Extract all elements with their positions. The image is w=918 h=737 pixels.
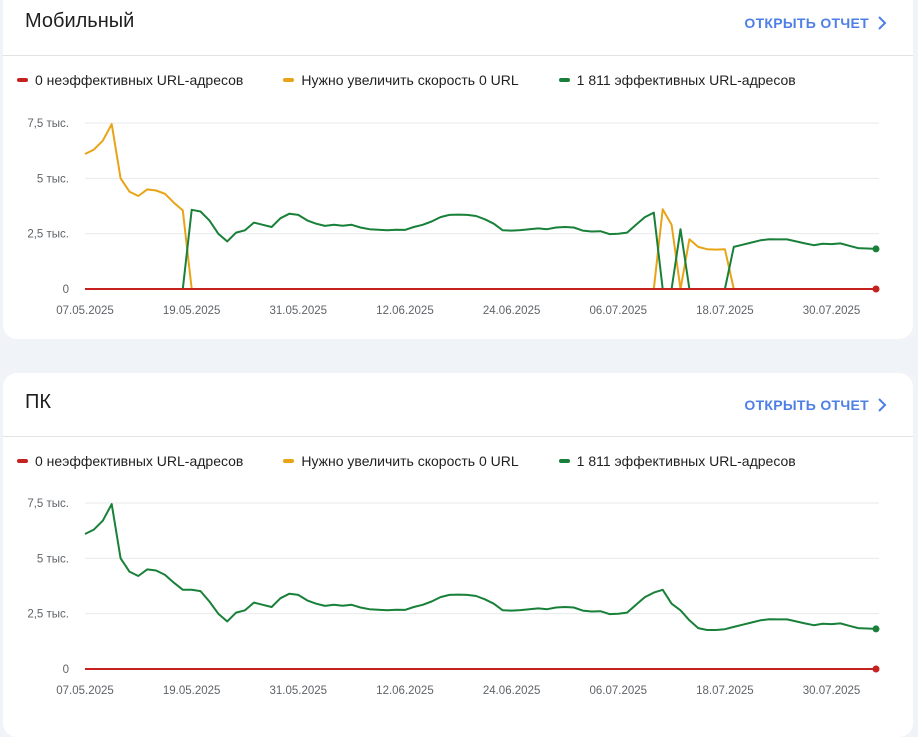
series-line <box>85 208 877 290</box>
open-report-label: ОТКРЫТЬ ОТЧЕТ <box>744 15 869 31</box>
open-report-link[interactable]: ОТКРЫТЬ ОТЧЕТ <box>744 397 887 413</box>
chart-legend: 0 неэффективных URL-адресов Нужно увелич… <box>17 72 836 88</box>
legend-label: 0 неэффективных URL-адресов <box>35 72 244 88</box>
series-line <box>84 123 743 290</box>
card-header: Мобильный ОТКРЫТЬ ОТЧЕТ <box>3 0 913 56</box>
x-tick-label: 07.05.2025 <box>56 685 114 697</box>
legend-swatch <box>17 459 28 463</box>
open-report-link[interactable]: ОТКРЫТЬ ОТЧЕТ <box>744 15 887 31</box>
y-tick-label: 7,5 тыс. <box>27 118 69 130</box>
chart-legend: 0 неэффективных URL-адресов Нужно увелич… <box>17 453 836 469</box>
series-line <box>84 503 877 631</box>
x-tick-label: 06.07.2025 <box>589 305 647 317</box>
legend-label: 1 811 эффективных URL-адресов <box>576 72 796 88</box>
legend-swatch <box>283 459 295 463</box>
series-end-point <box>872 285 880 293</box>
card-title: Мобильный <box>25 10 135 32</box>
x-tick-label: 31.05.2025 <box>270 305 328 317</box>
x-tick-label: 18.07.2025 <box>696 685 754 697</box>
series-end-point <box>872 245 880 253</box>
pc-card: ПК ОТКРЫТЬ ОТЧЕТ 0 неэффективных URL-адр… <box>3 373 913 737</box>
chevron-right-icon <box>878 16 887 30</box>
x-tick-label: 24.06.2025 <box>483 685 541 697</box>
y-tick-label: 5 тыс. <box>37 173 69 185</box>
legend-item-needs-improvement[interactable]: Нужно увеличить скорость 0 URL <box>283 453 519 469</box>
legend-swatch <box>283 78 295 82</box>
mobile-card: Мобильный ОТКРЫТЬ ОТЧЕТ 0 неэффективных … <box>3 0 913 339</box>
legend-item-needs-improvement[interactable]: Нужно увеличить скорость 0 URL <box>283 72 519 88</box>
y-tick-label: 2,5 тыс. <box>27 229 69 241</box>
legend-item-poor[interactable]: 0 неэффективных URL-адресов <box>17 72 243 88</box>
x-tick-label: 30.07.2025 <box>803 685 861 697</box>
series-end-point <box>872 625 880 633</box>
legend-swatch <box>17 78 28 82</box>
x-tick-label: 30.07.2025 <box>803 305 861 317</box>
card-header: ПК ОТКРЫТЬ ОТЧЕТ <box>3 373 913 437</box>
x-tick-label: 24.06.2025 <box>483 305 541 317</box>
line-chart-mobile: 7,5 тыс. 5 тыс. 2,5 тыс. 0 07.05.2025 19.05.2… <box>27 118 880 317</box>
legend-swatch <box>558 78 570 82</box>
open-report-label: ОТКРЫТЬ ОТЧЕТ <box>744 397 869 413</box>
x-tick-label: 12.06.2025 <box>376 305 434 317</box>
y-tick-label: 0 <box>63 284 69 296</box>
legend-swatch <box>558 459 570 463</box>
legend-item-good[interactable]: 1 811 эффективных URL-адресов <box>558 72 796 88</box>
x-tick-label: 06.07.2025 <box>589 685 647 697</box>
x-tick-label: 18.07.2025 <box>696 305 754 317</box>
series-end-point <box>872 665 880 673</box>
card-title: ПК <box>25 391 52 413</box>
legend-label: 1 811 эффективных URL-адресов <box>576 453 796 469</box>
x-tick-label: 31.05.2025 <box>270 685 328 697</box>
legend-item-good[interactable]: 1 811 эффективных URL-адресов <box>558 453 796 469</box>
x-tick-label: 07.05.2025 <box>56 305 114 317</box>
legend-item-poor[interactable]: 0 неэффективных URL-адресов <box>17 453 243 469</box>
y-tick-label: 2,5 тыс. <box>27 609 69 621</box>
x-tick-label: 12.06.2025 <box>376 685 434 697</box>
legend-label: 0 неэффективных URL-адресов <box>35 453 244 469</box>
y-tick-label: 5 тыс. <box>37 553 69 565</box>
x-tick-label: 19.05.2025 <box>163 685 221 697</box>
legend-label: Нужно увеличить скорость 0 URL <box>301 72 519 88</box>
y-tick-label: 0 <box>63 664 69 676</box>
line-chart-pc: 7,5 тыс. 5 тыс. 2,5 тыс. 0 07.05.2025 19.05.2… <box>27 498 880 697</box>
legend-label: Нужно увеличить скорость 0 URL <box>301 453 519 469</box>
x-tick-label: 19.05.2025 <box>163 305 221 317</box>
y-tick-label: 7,5 тыс. <box>27 498 69 510</box>
chevron-right-icon <box>878 398 887 412</box>
